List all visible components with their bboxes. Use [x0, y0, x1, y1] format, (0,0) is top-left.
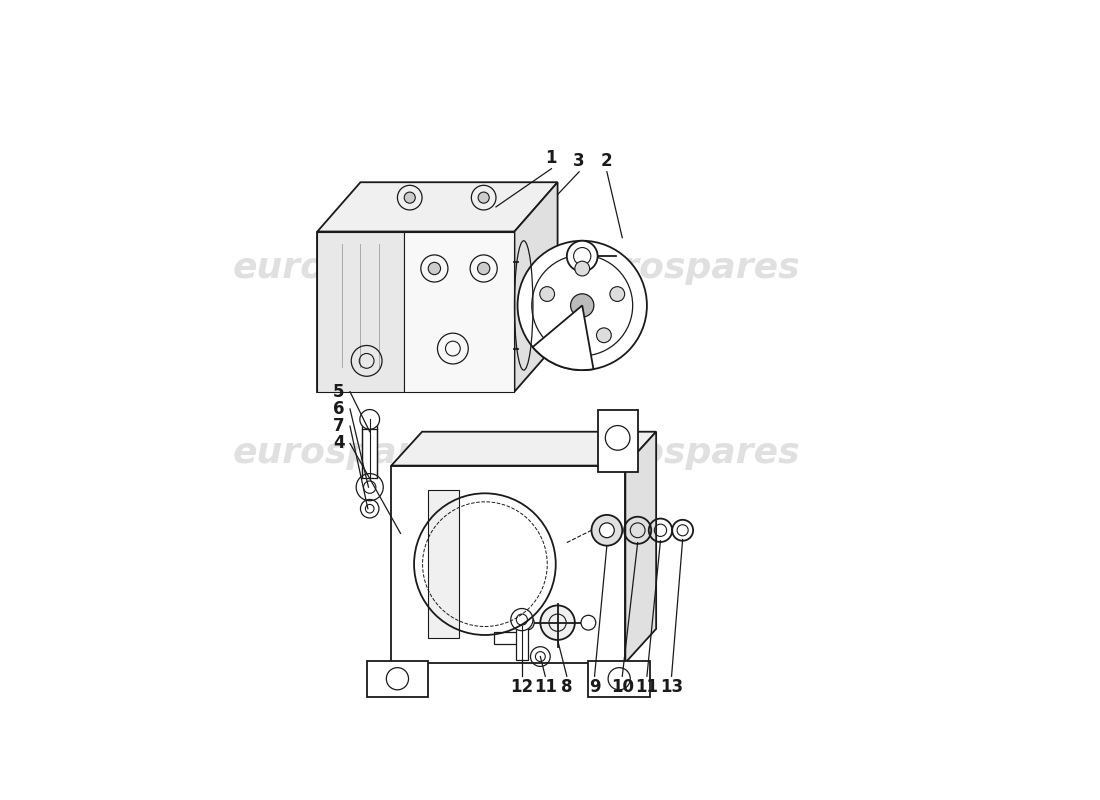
Text: 13: 13 [660, 678, 683, 696]
Circle shape [519, 615, 535, 630]
Text: 5: 5 [333, 382, 344, 401]
Text: 11: 11 [534, 678, 557, 696]
Polygon shape [392, 432, 656, 466]
Circle shape [517, 241, 647, 370]
Text: 6: 6 [333, 400, 344, 418]
Bar [494, 632, 522, 644]
Circle shape [510, 609, 532, 630]
Circle shape [478, 192, 490, 203]
Circle shape [428, 262, 440, 274]
Polygon shape [317, 182, 558, 231]
Bar [392, 466, 625, 662]
Text: eurospares: eurospares [232, 436, 461, 470]
Circle shape [571, 294, 594, 317]
Circle shape [404, 192, 416, 203]
Circle shape [477, 262, 490, 274]
Bar [404, 231, 515, 392]
Bar [317, 231, 515, 392]
Circle shape [553, 328, 568, 342]
Circle shape [592, 515, 623, 546]
Bar [516, 626, 528, 660]
Text: eurospares: eurospares [571, 436, 800, 470]
Circle shape [360, 410, 379, 430]
Polygon shape [515, 182, 558, 392]
Circle shape [575, 261, 590, 276]
Wedge shape [532, 306, 594, 370]
Text: 12: 12 [510, 678, 534, 696]
Text: 2: 2 [601, 152, 613, 170]
Circle shape [596, 328, 612, 342]
Bar [362, 419, 377, 478]
Bar [597, 410, 638, 472]
Text: 8: 8 [561, 678, 573, 696]
Polygon shape [625, 432, 656, 662]
Text: 1: 1 [546, 149, 558, 166]
Bar [428, 490, 459, 638]
Bar [588, 661, 650, 697]
Circle shape [600, 523, 614, 538]
Circle shape [566, 241, 597, 271]
Text: 9: 9 [588, 678, 601, 696]
Text: eurospares: eurospares [232, 251, 461, 286]
Circle shape [540, 606, 575, 640]
Text: eurospares: eurospares [571, 251, 800, 286]
Text: 3: 3 [573, 152, 585, 170]
Bar [317, 231, 404, 392]
Circle shape [609, 286, 625, 302]
Text: 11: 11 [636, 678, 659, 696]
Circle shape [581, 615, 596, 630]
Bar [366, 661, 428, 697]
Text: 7: 7 [333, 417, 344, 435]
Text: 10: 10 [610, 678, 634, 696]
Text: 4: 4 [333, 434, 344, 453]
Circle shape [540, 286, 554, 302]
